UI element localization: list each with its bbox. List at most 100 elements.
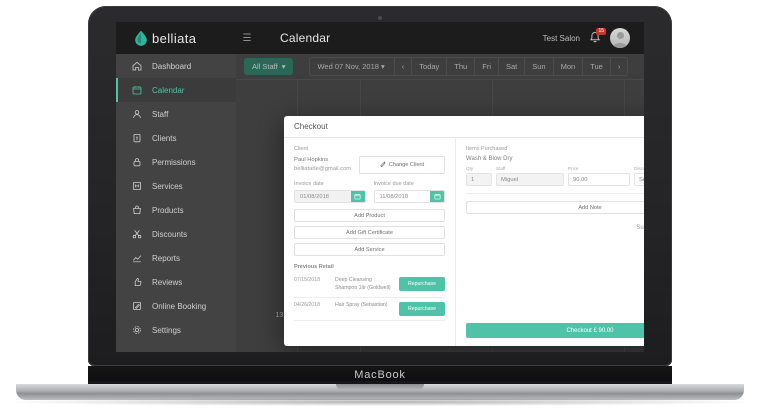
sidebar-item-dashboard[interactable]: Dashboard [116, 54, 236, 78]
notification-badge: 15 [596, 28, 606, 35]
sidebar-item-reports[interactable]: Reports [116, 246, 236, 270]
change-client-button[interactable]: Change Client [359, 156, 445, 174]
invoice-due-date-field: Invoice due date 11/08/2018 [373, 181, 445, 203]
invoice-due-date-input[interactable]: 11/08/2018 [374, 191, 430, 202]
next-day-button[interactable]: › [617, 62, 621, 71]
items-section-label: Items Purchased [466, 146, 508, 152]
top-bar: belliata ☰ Calendar Test Salon 15 [116, 22, 644, 54]
page-title: Calendar [280, 31, 331, 45]
column-header-staff: Staff [496, 166, 506, 171]
day-tab-mon[interactable]: Mon [554, 58, 584, 75]
sidebar-item-label: Reports [152, 253, 181, 263]
gear-icon [132, 325, 142, 335]
laptop-hinge [88, 381, 672, 385]
hamburger-icon[interactable]: ☰ [242, 32, 252, 44]
bag-icon [132, 205, 142, 215]
webcam-icon [378, 16, 382, 20]
sidebar-item-settings[interactable]: Settings [116, 318, 236, 342]
sidebar-item-staff[interactable]: Staff [116, 102, 236, 126]
sidebar-item-label: Dashboard [152, 61, 192, 71]
sidebar-item-reviews[interactable]: Reviews [116, 270, 236, 294]
invoice-date-input-group[interactable]: 01/08/2018 [294, 190, 366, 203]
invoice-due-date-input-group[interactable]: 11/08/2018 [373, 190, 445, 203]
client-panel: Client Paul Hopkins belliatade@gmail.com [284, 138, 456, 346]
sidebar-item-calendar[interactable]: Calendar [116, 78, 236, 102]
laptop-shadow [10, 398, 750, 406]
tax-row: Tax: £ 13.50 [614, 233, 644, 242]
modal-body: Client Paul Hopkins belliatade@gmail.com [284, 138, 644, 346]
scissors-icon [132, 229, 142, 239]
prev-day-button[interactable]: ‹ [395, 58, 413, 75]
items-panel: Items Purchased Wash & Blow Dry £ 90.00 … [456, 138, 644, 346]
table-row: 1 Miguel 90.00 Select Discount ▾ [466, 173, 644, 186]
client-name: Paul Hopkins [294, 157, 329, 163]
chevron-down-icon: ▾ [281, 62, 286, 71]
staff-filter-button[interactable]: All Staff ▾ [244, 58, 294, 75]
repurchase-button[interactable]: Repurchase [399, 277, 445, 291]
repurchase-button[interactable]: Repurchase [399, 301, 445, 316]
sidebar-item-label: Reviews [152, 277, 183, 287]
invoice-date-input[interactable]: 01/08/2018 [295, 191, 351, 202]
client-email: belliatade@gmail.com [294, 165, 352, 172]
current-date-button[interactable]: Wed 07 Nov, 2018 ▾ [310, 58, 395, 75]
totals: Subtotal: £ 76.50 Tax: £ 13.50 Total: £ … [614, 224, 644, 252]
price-input[interactable]: 90.00 [568, 173, 630, 186]
top-bar-right: Test Salon 15 [543, 28, 644, 48]
staff-input[interactable]: Miguel [496, 173, 564, 186]
modal-title: Checkout [294, 122, 328, 131]
invoice-date-picker-button[interactable] [350, 191, 365, 202]
item-name: Wash & Blow Dry [466, 156, 513, 162]
add-note-button[interactable]: Add Note [466, 201, 644, 214]
retail-date: 07/15/2018 [294, 277, 320, 283]
sidebar-item-clients[interactable]: Clients [116, 126, 236, 150]
sidebar-item-permissions[interactable]: Permissions [116, 150, 236, 174]
calendar-toolbar: All Staff ▾ Wed 07 Nov, 2018 ▾ ‹ Today T… [236, 54, 644, 80]
invoice-date-label: Invoice date [294, 181, 324, 187]
invoice-due-date-label: Invoice due date [373, 181, 414, 187]
invoice-dates: Invoice date 01/08/2018 I [294, 181, 445, 203]
app-window: belliata ☰ Calendar Test Salon 15 [116, 22, 644, 352]
laptop-screen: belliata ☰ Calendar Test Salon 15 [116, 22, 644, 352]
home-icon [132, 61, 142, 71]
checkout-button[interactable]: Checkout £ 90.00 [466, 323, 644, 338]
invoice-due-date-picker-button[interactable] [430, 191, 444, 202]
qty-input[interactable]: 1 [466, 173, 492, 186]
pencil-icon [380, 161, 386, 169]
sidebar-item-services[interactable]: Services [116, 174, 236, 198]
modal-header: Checkout ✕ [284, 116, 644, 138]
day-tab-tue[interactable]: Tue [583, 58, 611, 75]
laptop-base-notch [336, 384, 424, 390]
brand-logo-area[interactable]: belliata [116, 30, 236, 46]
add-gift-certificate-button[interactable]: Add Gift Certificate [294, 226, 445, 239]
staff-filter-label: All Staff [252, 62, 278, 71]
day-tab-sat[interactable]: Sat [499, 58, 526, 75]
calendar-view: All Staff ▾ Wed 07 Nov, 2018 ▾ ‹ Today T… [236, 54, 644, 352]
discount-select[interactable]: Select Discount ▾ [634, 173, 644, 186]
notification-bell-icon[interactable]: 15 [589, 28, 606, 45]
checkout-modal: Checkout ✕ Client Paul Hopkins belliatad… [284, 116, 644, 346]
sidebar-item-discounts[interactable]: Discounts [116, 222, 236, 246]
column-header-discount: Discount [634, 166, 644, 171]
person-icon [132, 109, 142, 119]
sidebar-item-label: Services [152, 181, 183, 191]
subtotal-row: Subtotal: £ 76.50 [614, 224, 644, 233]
day-tab-fri[interactable]: Fri [475, 58, 499, 75]
day-tab-thu[interactable]: Thu [447, 58, 476, 75]
total-label: Total: [614, 243, 644, 252]
sidebar-item-online-booking[interactable]: Online Booking [116, 294, 236, 318]
add-service-button[interactable]: Add Service [294, 243, 445, 256]
column-header-price: Price [568, 166, 579, 171]
divider [466, 193, 644, 194]
day-tab-sun[interactable]: Sun [525, 58, 554, 75]
sidebar-item-products[interactable]: Products [116, 198, 236, 222]
discount-select-value: Select Discount [639, 176, 644, 183]
avatar[interactable] [610, 28, 630, 48]
edit-icon [132, 301, 142, 311]
chevron-down-icon: ▾ [381, 62, 385, 71]
belliata-drop-icon [134, 30, 148, 46]
day-tab-today[interactable]: Today [412, 58, 448, 75]
sidebar-item-label: Clients [152, 133, 177, 143]
client-section-label: Client [294, 146, 309, 152]
column-header-qty: Qty [466, 166, 474, 171]
add-product-button[interactable]: Add Product [294, 209, 445, 222]
